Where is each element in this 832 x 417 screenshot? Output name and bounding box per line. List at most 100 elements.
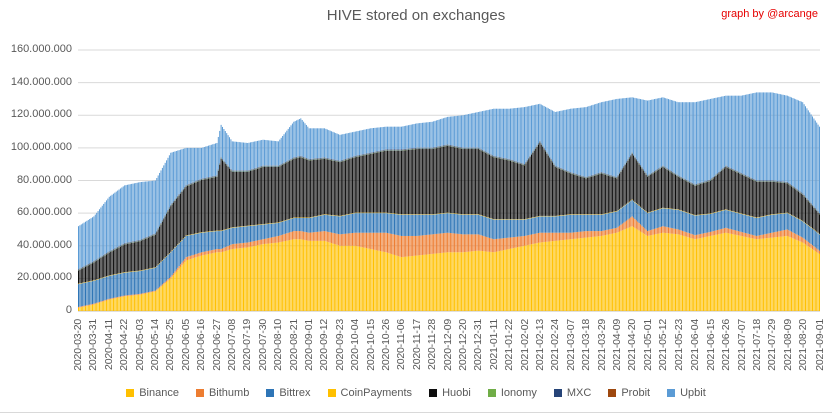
bar-segment <box>140 270 142 294</box>
bar-segment <box>609 229 611 235</box>
bar-segment <box>277 165 279 167</box>
x-tick-label-text: 2021-07-07 <box>735 319 748 371</box>
bar-segment <box>322 240 324 311</box>
bar-segment <box>679 234 681 311</box>
bar-segment <box>561 240 563 311</box>
bar-segment <box>455 147 457 214</box>
bar-segment <box>359 232 361 247</box>
bar-segment <box>209 177 211 178</box>
bar-segment <box>297 119 299 157</box>
bar-segment <box>121 273 123 297</box>
bar-segment <box>647 213 649 232</box>
bar-segment <box>813 118 815 207</box>
bar-segment <box>700 183 702 215</box>
bar-segment <box>709 235 711 311</box>
bar-segment <box>742 232 744 237</box>
bar-segment <box>677 102 679 176</box>
bar-segment <box>353 232 355 246</box>
bar-segment <box>723 210 725 229</box>
legend-item-bithumb: Bithumb <box>195 387 249 399</box>
bar-segment <box>651 229 653 236</box>
bar-segment <box>252 225 254 242</box>
bar-segment <box>188 235 190 257</box>
bar-segment <box>447 232 449 253</box>
bar-segment <box>586 237 588 311</box>
bar-segment <box>574 214 576 233</box>
bar-segment <box>377 152 379 213</box>
bar-segment <box>350 245 352 311</box>
bar-segment <box>564 169 566 171</box>
bar-segment <box>588 106 590 177</box>
bar-segment <box>649 212 651 231</box>
bar-segment <box>359 130 361 155</box>
bar-segment <box>662 226 664 233</box>
bar-segment <box>463 149 465 215</box>
bar-segment <box>486 153 488 217</box>
bar-segment <box>644 210 646 229</box>
bar-segment <box>307 158 309 160</box>
bar-segment <box>539 141 541 143</box>
bar-segment <box>146 269 148 293</box>
bar-segment <box>310 159 312 160</box>
bar-segment <box>644 99 646 172</box>
bar-segment <box>461 214 463 235</box>
bar-segment <box>551 241 553 311</box>
bar-segment <box>315 240 317 311</box>
bar-segment <box>563 239 565 311</box>
bar-segment <box>757 180 759 182</box>
bar-segment <box>265 238 267 244</box>
bar-segment <box>128 243 130 272</box>
bar-segment <box>798 235 800 241</box>
bar-segment <box>708 180 710 181</box>
bar-segment <box>477 214 479 235</box>
bar-segment <box>754 238 756 311</box>
bar-segment <box>616 98 618 178</box>
bar-segment <box>508 249 510 311</box>
bar-segment <box>515 247 517 311</box>
bar-segment <box>360 155 362 213</box>
bar-segment <box>747 94 749 177</box>
bar-segment <box>80 269 82 283</box>
bar-segment <box>510 159 512 161</box>
bar-segment <box>416 149 418 215</box>
bar-segment <box>80 267 82 269</box>
bar-segment <box>342 134 344 160</box>
bar-segment <box>814 231 816 248</box>
bar-segment <box>266 243 268 311</box>
bar-segment <box>210 253 212 311</box>
bar-segment <box>424 254 426 311</box>
bar-segment <box>775 231 777 238</box>
bar-segment <box>345 215 347 234</box>
bar-segment <box>530 153 532 155</box>
bar-segment <box>637 221 639 230</box>
bar-segment <box>655 98 657 171</box>
bar-segment <box>259 224 261 240</box>
bar-segment <box>254 245 256 311</box>
bar-segment <box>83 282 85 306</box>
bar-segment <box>777 93 779 181</box>
bar-segment <box>530 218 532 235</box>
bar-segment <box>417 255 419 311</box>
bar-segment <box>505 219 507 238</box>
bar-segment <box>297 218 299 232</box>
bar-segment <box>805 106 807 197</box>
bar-segment <box>280 164 282 166</box>
bar-segment <box>248 247 250 311</box>
bar-segment <box>557 216 559 233</box>
bar-segment <box>437 147 439 214</box>
bar-segment <box>614 177 616 212</box>
bar-segment <box>507 219 509 238</box>
bar-segment <box>673 172 675 174</box>
bar-segment <box>150 292 152 311</box>
bar-segment <box>556 232 558 241</box>
bar-segment <box>373 153 375 213</box>
bar-segment <box>789 185 791 215</box>
bar-segment <box>126 243 128 272</box>
bar-segment <box>483 216 485 237</box>
bar-segment <box>125 295 127 297</box>
bar-segment <box>648 230 650 236</box>
bar-segment <box>129 295 131 311</box>
bar-segment <box>494 251 496 311</box>
bar-segment <box>349 233 351 246</box>
bar-segment <box>294 121 296 158</box>
